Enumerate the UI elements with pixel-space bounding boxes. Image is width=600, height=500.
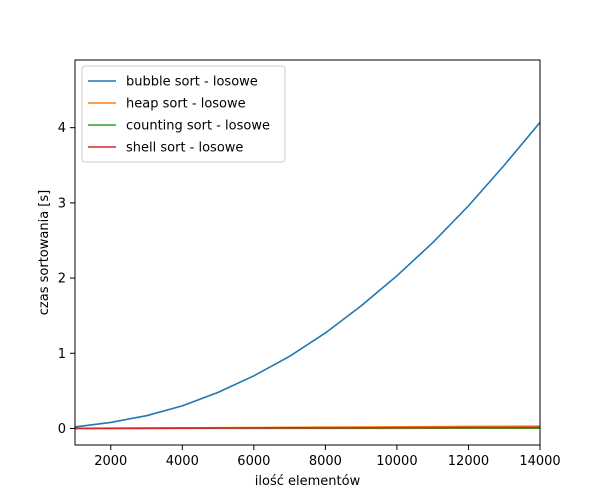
y-axis-label: czas sortowania [s] xyxy=(37,190,52,315)
x-tick-label: 6000 xyxy=(237,454,270,469)
legend-box xyxy=(81,65,286,163)
series-line-0 xyxy=(74,121,541,428)
x-tick-label: 8000 xyxy=(309,454,342,469)
legend-label-0: bubble sort - losowe xyxy=(126,75,258,90)
y-tick-label: 0 xyxy=(58,422,66,437)
legend: bubble sort - losowe heap sort - losowe co… xyxy=(81,65,286,163)
x-tick-label: 14000 xyxy=(519,454,560,469)
plot-frame xyxy=(74,59,541,446)
legend-label-2: counting sort - losowe xyxy=(126,119,270,134)
ticks-layer: 2000 4000 6000 8000 10000 12000 14000 0 1 2 3 4 xyxy=(58,121,561,469)
x-axis-label: ilość elementów xyxy=(255,474,361,489)
series-line-3 xyxy=(74,426,541,430)
x-tick-label: 10000 xyxy=(376,454,417,469)
x-tick-label: 2000 xyxy=(94,454,127,469)
lines-layer xyxy=(74,121,541,430)
y-tick-label: 2 xyxy=(58,272,66,287)
y-tick-label: 1 xyxy=(58,347,66,362)
x-tick-label: 4000 xyxy=(166,454,199,469)
x-tick-label: 12000 xyxy=(448,454,489,469)
y-tick-label: 4 xyxy=(58,121,66,136)
legend-label-3: shell sort - losowe xyxy=(126,141,243,156)
y-tick-label: 3 xyxy=(58,196,66,211)
legend-label-1: heap sort - losowe xyxy=(126,97,246,112)
